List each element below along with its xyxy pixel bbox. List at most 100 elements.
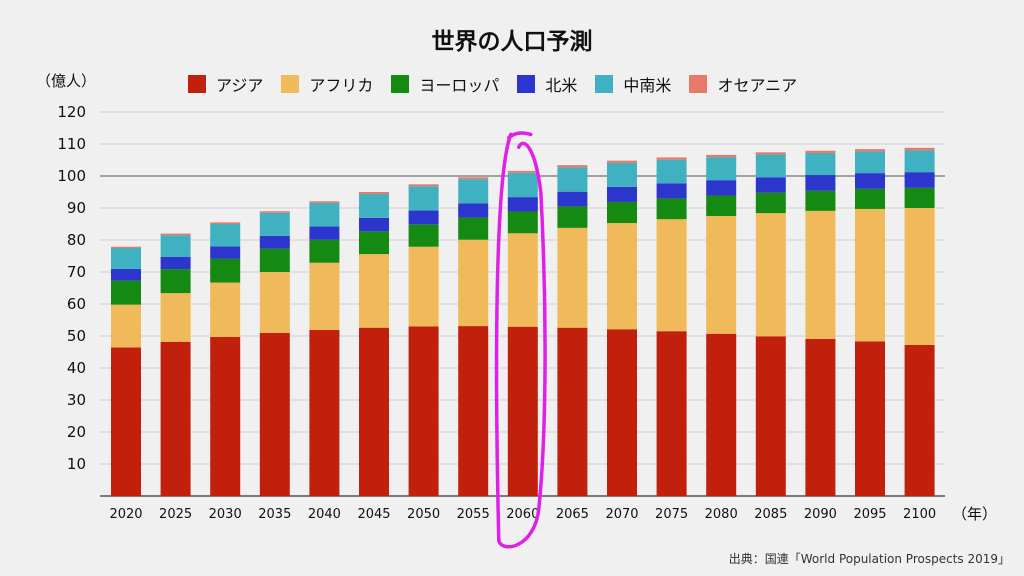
bar-segment [359, 193, 389, 218]
bar-segment [904, 208, 935, 345]
bar-segment [111, 248, 141, 269]
bar-segment [904, 344, 935, 496]
bar-segment [408, 210, 439, 225]
x-tick-label: 2095 [853, 507, 886, 522]
legend-swatch [391, 75, 410, 93]
bar-segment [408, 184, 439, 187]
bar-segment [359, 192, 389, 194]
bar-segment [458, 239, 489, 327]
y-tick-label: 70 [67, 263, 86, 281]
bar-segment [904, 187, 935, 208]
bar-segment [210, 224, 241, 247]
bar-segment [259, 248, 290, 272]
bar-segment [210, 258, 241, 283]
bar-segment [855, 188, 885, 209]
y-tick-label: 30 [67, 391, 86, 409]
bar-segment [904, 172, 935, 188]
y-tick-label: 80 [67, 231, 86, 249]
bar-segment [359, 217, 389, 232]
bar-segment [904, 147, 935, 151]
bar-segment [507, 326, 538, 496]
bar-segment [408, 186, 439, 211]
bar-segment [507, 233, 538, 327]
legend-item: オセアニア [689, 72, 797, 96]
x-tick-label: 2065 [556, 507, 589, 522]
bar-segment [359, 327, 389, 496]
bar-segment [160, 269, 191, 294]
bar-segment [706, 216, 737, 334]
bar-segment [656, 159, 687, 184]
bar-segment [210, 336, 241, 496]
x-tick-label: 2020 [109, 507, 142, 522]
bar-segment [507, 197, 538, 212]
bar-segment [855, 173, 885, 189]
legend-label: アフリカ [309, 76, 374, 95]
bar-segment [160, 341, 191, 496]
x-tick-label: 2030 [209, 507, 242, 522]
y-tick-label: 90 [67, 199, 86, 217]
legend-label: オセアニア [717, 76, 798, 95]
y-tick-label: 100 [57, 167, 86, 185]
bar-segment [607, 186, 637, 202]
legend-swatch [689, 75, 708, 93]
bar-segment [309, 239, 340, 263]
legend-label: 北米 [545, 76, 578, 95]
bar-segment [706, 157, 737, 181]
bar-segment [259, 235, 290, 249]
bar-segment [408, 224, 439, 247]
bar-segment [309, 226, 340, 240]
bar-segment [309, 262, 340, 330]
bar-segment [309, 202, 340, 227]
bar-segment [706, 154, 737, 158]
y-tick-label: 60 [67, 295, 86, 313]
bar-segment [607, 160, 637, 163]
bar-segment [706, 333, 737, 496]
bar-segment [557, 206, 588, 228]
x-tick-label: 2070 [605, 507, 638, 522]
x-tick-label: 2035 [258, 507, 291, 522]
bar-segment [755, 192, 786, 214]
bar-segment [557, 167, 588, 192]
legend-item: アジア [188, 72, 263, 96]
highlight-annotation [494, 131, 547, 549]
legend-swatch [188, 75, 206, 93]
x-tick-label: 2085 [754, 507, 787, 522]
x-tick-label: 2090 [804, 507, 837, 522]
bar-segment [557, 227, 588, 328]
bar-segment [656, 157, 687, 160]
y-tick-label: 50 [67, 327, 86, 345]
bar-segment [557, 191, 588, 207]
bar-segment [111, 246, 141, 248]
bar-segment [805, 210, 836, 339]
bar-segment [805, 152, 836, 176]
bar-segment [805, 150, 836, 153]
x-tick-label: 2075 [655, 507, 688, 522]
legend-swatch [595, 75, 614, 93]
bar-segment [755, 154, 786, 178]
y-tick-label: 40 [67, 359, 86, 377]
bar-segment [160, 293, 191, 342]
bar-segment [309, 201, 340, 203]
bar-segment [755, 152, 786, 155]
y-tick-label: 10 [67, 455, 86, 473]
legend-label: 中南米 [623, 76, 672, 95]
legend-item: アフリカ [281, 72, 373, 96]
bar-segment [607, 329, 637, 496]
bar-segment [805, 190, 836, 211]
chart-title: 世界の人口予測 [431, 29, 593, 55]
source-note: 出典：国連「World Population Prospects 2019」 [728, 552, 1010, 566]
bar-segment [259, 332, 290, 496]
x-tick-label: 2100 [903, 507, 936, 522]
bar-segment [359, 231, 389, 255]
bar-segment [855, 149, 885, 152]
bar-segment [111, 347, 141, 496]
legend-label: ヨーロッパ [419, 76, 500, 95]
bar-segment [755, 177, 786, 193]
bar-segment [458, 203, 489, 218]
bar-segment [855, 341, 885, 496]
bar-segment [755, 213, 786, 337]
x-axis-unit-label: （年） [952, 505, 998, 523]
y-tick-label: 110 [57, 135, 86, 153]
bar-segment [210, 282, 241, 337]
